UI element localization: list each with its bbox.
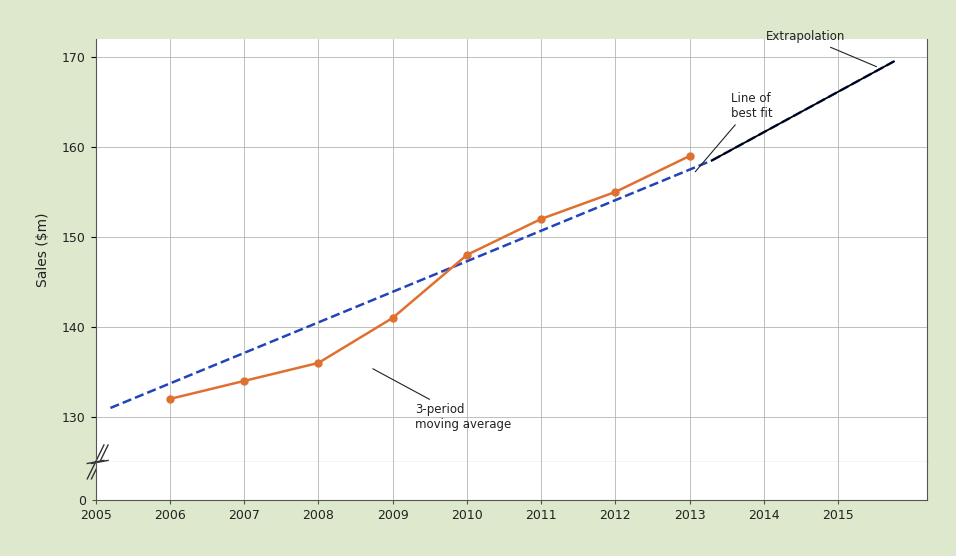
Text: 3-period
moving average: 3-period moving average (373, 369, 511, 431)
Text: Line of
best fit: Line of best fit (695, 92, 772, 172)
Text: Extrapolation: Extrapolation (767, 31, 877, 67)
Text: Sales ($m): Sales ($m) (36, 213, 50, 287)
